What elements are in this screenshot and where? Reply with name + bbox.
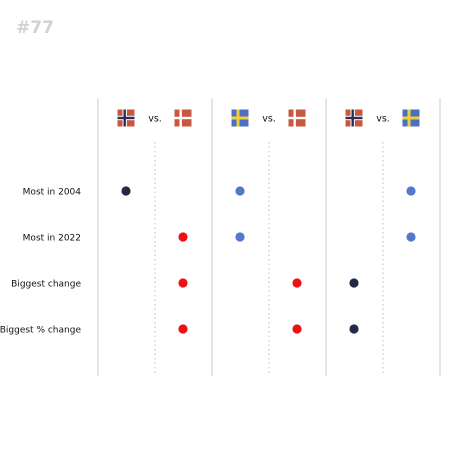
panel-separators — [97, 98, 441, 376]
row-labels: Most in 2004 Most in 2022 Biggest change Bi… — [0, 188, 81, 336]
dot-biggest-change-denmark — [178, 324, 188, 334]
sweden-flag-icon — [402, 109, 420, 127]
vs-label: vs. — [376, 114, 390, 125]
vs-label: vs. — [148, 114, 162, 125]
vs-label: vs. — [262, 114, 276, 125]
panel-headers: vs. vs. vs. — [117, 109, 420, 127]
denmark-flag-icon — [174, 109, 192, 127]
dot-most-in-2004-norway — [121, 186, 131, 196]
row-label-most-in-2004: Most in 2004 — [23, 188, 82, 198]
winner-dots — [121, 186, 416, 334]
dot-biggest-change-norway — [349, 278, 359, 288]
row-label-biggest-change: Biggest % change — [0, 326, 81, 336]
dot-most-in-2022-sweden — [406, 232, 416, 242]
panel-midlines — [154, 142, 384, 376]
dot-most-in-2004-sweden — [406, 186, 416, 196]
row-label-biggest-change: Biggest change — [11, 280, 81, 290]
dot-most-in-2004-sweden — [235, 186, 245, 196]
dot-most-in-2022-sweden — [235, 232, 245, 242]
dot-most-in-2022-denmark — [178, 232, 188, 242]
dot-biggest-change-denmark — [178, 278, 188, 288]
norway-flag-icon — [117, 109, 135, 127]
dot-biggest-change-denmark — [292, 278, 302, 288]
dot-biggest-change-denmark — [292, 324, 302, 334]
dot-biggest-change-norway — [349, 324, 359, 334]
sweden-flag-icon — [231, 109, 249, 127]
chart-number-badge: #77 — [16, 18, 54, 38]
row-label-most-in-2022: Most in 2022 — [23, 234, 81, 244]
norway-flag-icon — [345, 109, 363, 127]
denmark-flag-icon — [288, 109, 306, 127]
